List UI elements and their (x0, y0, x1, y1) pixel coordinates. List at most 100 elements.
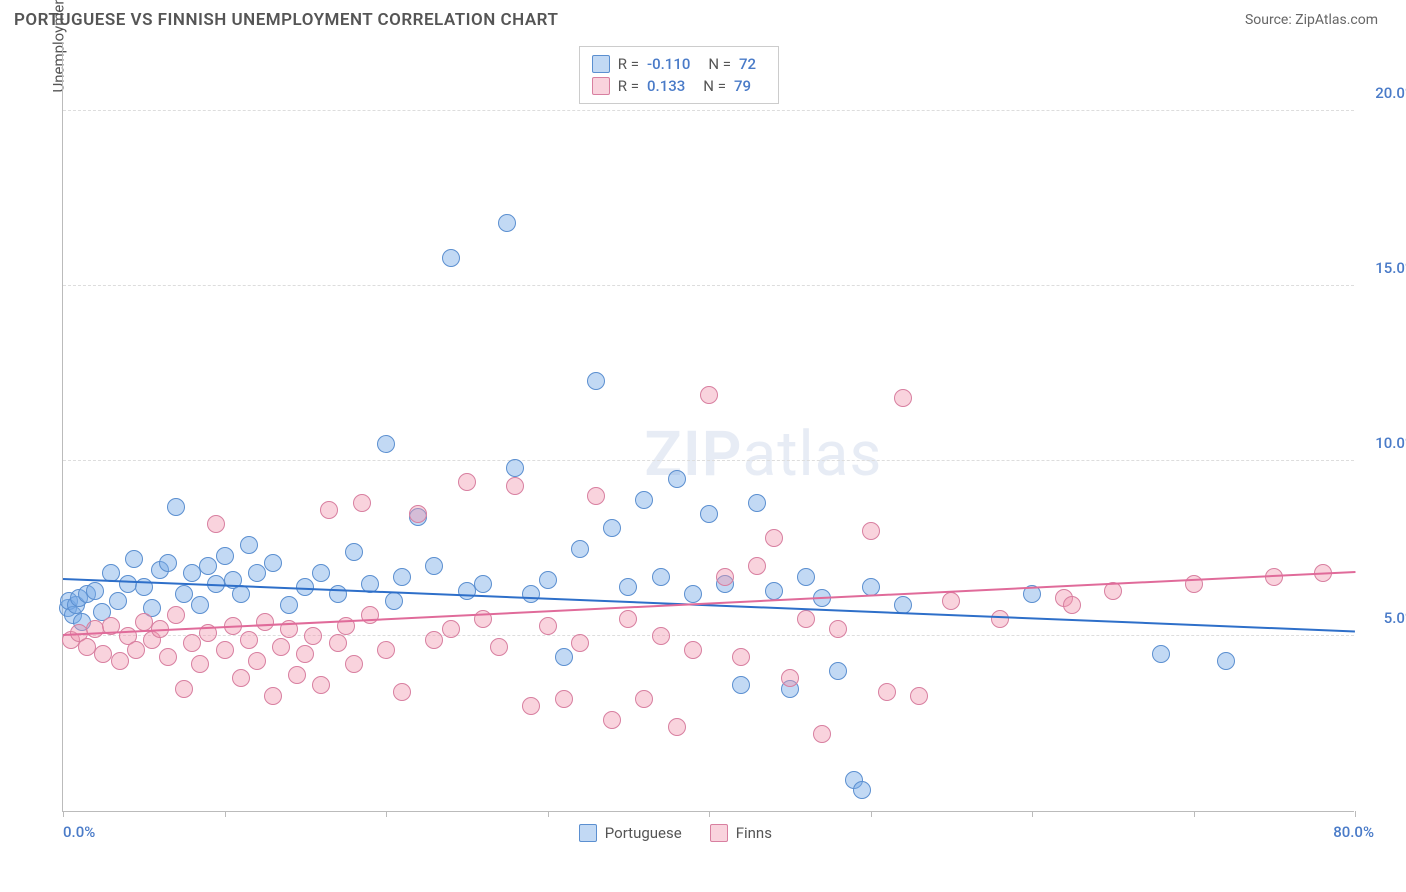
data-point (175, 680, 193, 698)
data-point (732, 648, 750, 666)
data-point (571, 540, 589, 558)
data-point (175, 585, 193, 603)
data-point (458, 473, 476, 491)
legend-item: Portuguese (579, 824, 682, 842)
y-tick-label: 15.0% (1361, 259, 1406, 277)
watermark-light: atlas (743, 418, 883, 491)
data-point (587, 372, 605, 390)
legend-item: Finns (710, 824, 772, 842)
data-point (700, 505, 718, 523)
data-point (668, 470, 686, 488)
data-point (684, 641, 702, 659)
x-tick (871, 811, 872, 817)
data-point (272, 638, 290, 656)
data-point (288, 666, 306, 684)
data-point (748, 494, 766, 512)
data-point (555, 648, 573, 666)
data-point (312, 564, 330, 582)
legend-swatch (710, 824, 728, 842)
data-point (248, 564, 266, 582)
y-tick-label: 20.0% (1361, 84, 1406, 102)
data-point (125, 550, 143, 568)
stats-row: R = -0.110 N = 72 (592, 53, 766, 75)
data-point (329, 585, 347, 603)
bottom-legend: Portuguese Finns (579, 824, 772, 842)
data-point (409, 505, 427, 523)
data-point (377, 435, 395, 453)
data-point (765, 582, 783, 600)
data-point (1185, 575, 1203, 593)
stat-r-value: -0.110 (647, 55, 690, 73)
data-point (652, 627, 670, 645)
data-point (216, 547, 234, 565)
data-point (183, 634, 201, 652)
data-point (240, 536, 258, 554)
stat-n-value: 72 (739, 55, 756, 73)
data-point (127, 641, 145, 659)
data-point (506, 477, 524, 495)
data-point (603, 519, 621, 537)
data-point (393, 683, 411, 701)
data-point (232, 585, 250, 603)
data-point (539, 571, 557, 589)
x-tick (1032, 811, 1033, 817)
data-point (991, 610, 1009, 628)
data-point (159, 554, 177, 572)
data-point (119, 575, 137, 593)
data-point (425, 557, 443, 575)
stat-r-label: R = (618, 77, 639, 95)
data-point (813, 725, 831, 743)
data-point (853, 781, 871, 799)
stat-n-label: N = (703, 77, 726, 95)
data-point (345, 543, 363, 561)
legend-label: Portuguese (605, 824, 682, 842)
data-point (345, 655, 363, 673)
data-point (393, 568, 411, 586)
stats-row: R = 0.133 N = 79 (592, 75, 766, 97)
data-point (353, 494, 371, 512)
data-point (652, 568, 670, 586)
data-point (329, 634, 347, 652)
data-point (942, 592, 960, 610)
stat-r-value: 0.133 (647, 77, 685, 95)
data-point (498, 214, 516, 232)
data-point (296, 645, 314, 663)
data-point (862, 522, 880, 540)
data-point (167, 498, 185, 516)
data-point (635, 491, 653, 509)
data-point (86, 582, 104, 600)
data-point (86, 620, 104, 638)
data-point (474, 575, 492, 593)
correlation-stats-box: R =-0.110N =72R =0.133N =79 (579, 46, 779, 104)
data-point (256, 613, 274, 631)
data-point (619, 578, 637, 596)
series-swatch (592, 55, 610, 73)
x-tick (1194, 811, 1195, 817)
data-point (264, 554, 282, 572)
stat-r-label: R = (618, 55, 639, 73)
data-point (878, 683, 896, 701)
legend-swatch (579, 824, 597, 842)
stat-n-value: 79 (734, 77, 751, 95)
data-point (506, 459, 524, 477)
data-point (894, 389, 912, 407)
data-point (894, 596, 912, 614)
data-point (732, 676, 750, 694)
x-tick (386, 811, 387, 817)
x-tick (709, 811, 710, 817)
series-swatch (592, 77, 610, 95)
x-tick (225, 811, 226, 817)
data-point (700, 386, 718, 404)
data-point (442, 249, 460, 267)
x-axis-label-right: 80.0% (1333, 823, 1374, 841)
x-tick (63, 811, 64, 817)
data-point (910, 687, 928, 705)
data-point (1152, 645, 1170, 663)
data-point (312, 676, 330, 694)
x-axis-label-left: 0.0% (63, 823, 95, 841)
data-point (490, 638, 508, 656)
data-point (587, 487, 605, 505)
data-point (199, 557, 217, 575)
data-point (1063, 596, 1081, 614)
stat-n-label: N = (708, 55, 731, 73)
